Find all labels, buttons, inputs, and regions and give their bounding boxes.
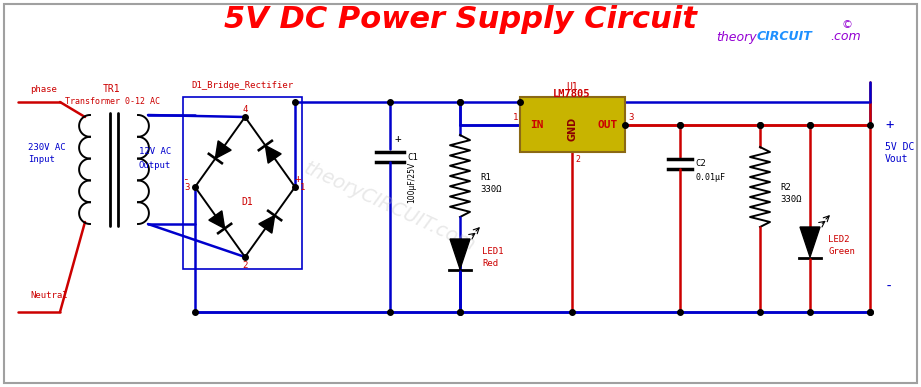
- Text: IN: IN: [530, 120, 543, 130]
- Text: theoryCIRCUIT.com: theoryCIRCUIT.com: [301, 159, 479, 255]
- Polygon shape: [259, 216, 274, 233]
- Polygon shape: [265, 146, 281, 163]
- Text: 1: 1: [300, 183, 306, 192]
- Text: 4: 4: [242, 104, 248, 113]
- Text: Neutral: Neutral: [30, 291, 67, 300]
- Text: Output: Output: [139, 161, 171, 170]
- Text: 2: 2: [242, 260, 248, 269]
- Text: 3: 3: [628, 113, 634, 122]
- Text: U1: U1: [566, 82, 577, 92]
- Text: .com: .com: [830, 31, 860, 43]
- Polygon shape: [800, 227, 820, 257]
- Text: phase: phase: [30, 84, 57, 94]
- Text: 230V AC: 230V AC: [28, 142, 65, 151]
- Text: Red: Red: [482, 260, 498, 269]
- Text: 5V DC Power Supply Circuit: 5V DC Power Supply Circuit: [224, 5, 696, 34]
- Text: +: +: [395, 134, 402, 144]
- Text: TR1: TR1: [103, 84, 121, 94]
- Text: R2: R2: [780, 183, 791, 192]
- Text: LM7805: LM7805: [554, 89, 590, 99]
- Text: CIRCUIT: CIRCUIT: [757, 31, 812, 43]
- Text: D1: D1: [241, 197, 253, 207]
- Text: GND: GND: [567, 117, 577, 141]
- Text: +: +: [885, 118, 893, 132]
- Text: Green: Green: [828, 247, 855, 255]
- Bar: [183, 97, 302, 269]
- Text: 330Ω: 330Ω: [780, 195, 801, 204]
- Text: 330Ω: 330Ω: [480, 185, 502, 194]
- Text: C2: C2: [695, 159, 705, 168]
- Text: -: -: [181, 174, 189, 184]
- Text: 2: 2: [576, 154, 580, 163]
- Text: +: +: [295, 174, 301, 184]
- Text: LED1: LED1: [482, 248, 504, 257]
- Text: theory: theory: [717, 31, 757, 43]
- Polygon shape: [209, 211, 225, 228]
- Text: Input: Input: [28, 156, 55, 164]
- Text: -: -: [885, 280, 893, 294]
- Text: R1: R1: [480, 173, 491, 182]
- Text: 100μF/25V: 100μF/25V: [407, 161, 416, 203]
- Text: 3: 3: [184, 183, 190, 192]
- Text: 5V DC: 5V DC: [885, 142, 915, 152]
- Text: OUT: OUT: [598, 120, 618, 130]
- Text: ©: ©: [842, 20, 853, 30]
- Text: 1: 1: [513, 113, 518, 122]
- Text: C1: C1: [407, 152, 418, 161]
- Text: LED2: LED2: [828, 235, 849, 243]
- Text: Transformer 0-12 AC: Transformer 0-12 AC: [64, 98, 159, 106]
- Text: D1_Bridge_Rectifier: D1_Bridge_Rectifier: [191, 80, 293, 89]
- Text: 0.01μF: 0.01μF: [695, 173, 725, 182]
- Polygon shape: [450, 239, 470, 269]
- Text: 12V AC: 12V AC: [139, 147, 171, 156]
- Text: Vout: Vout: [885, 154, 908, 164]
- Polygon shape: [216, 141, 231, 159]
- Bar: [520, 97, 625, 152]
